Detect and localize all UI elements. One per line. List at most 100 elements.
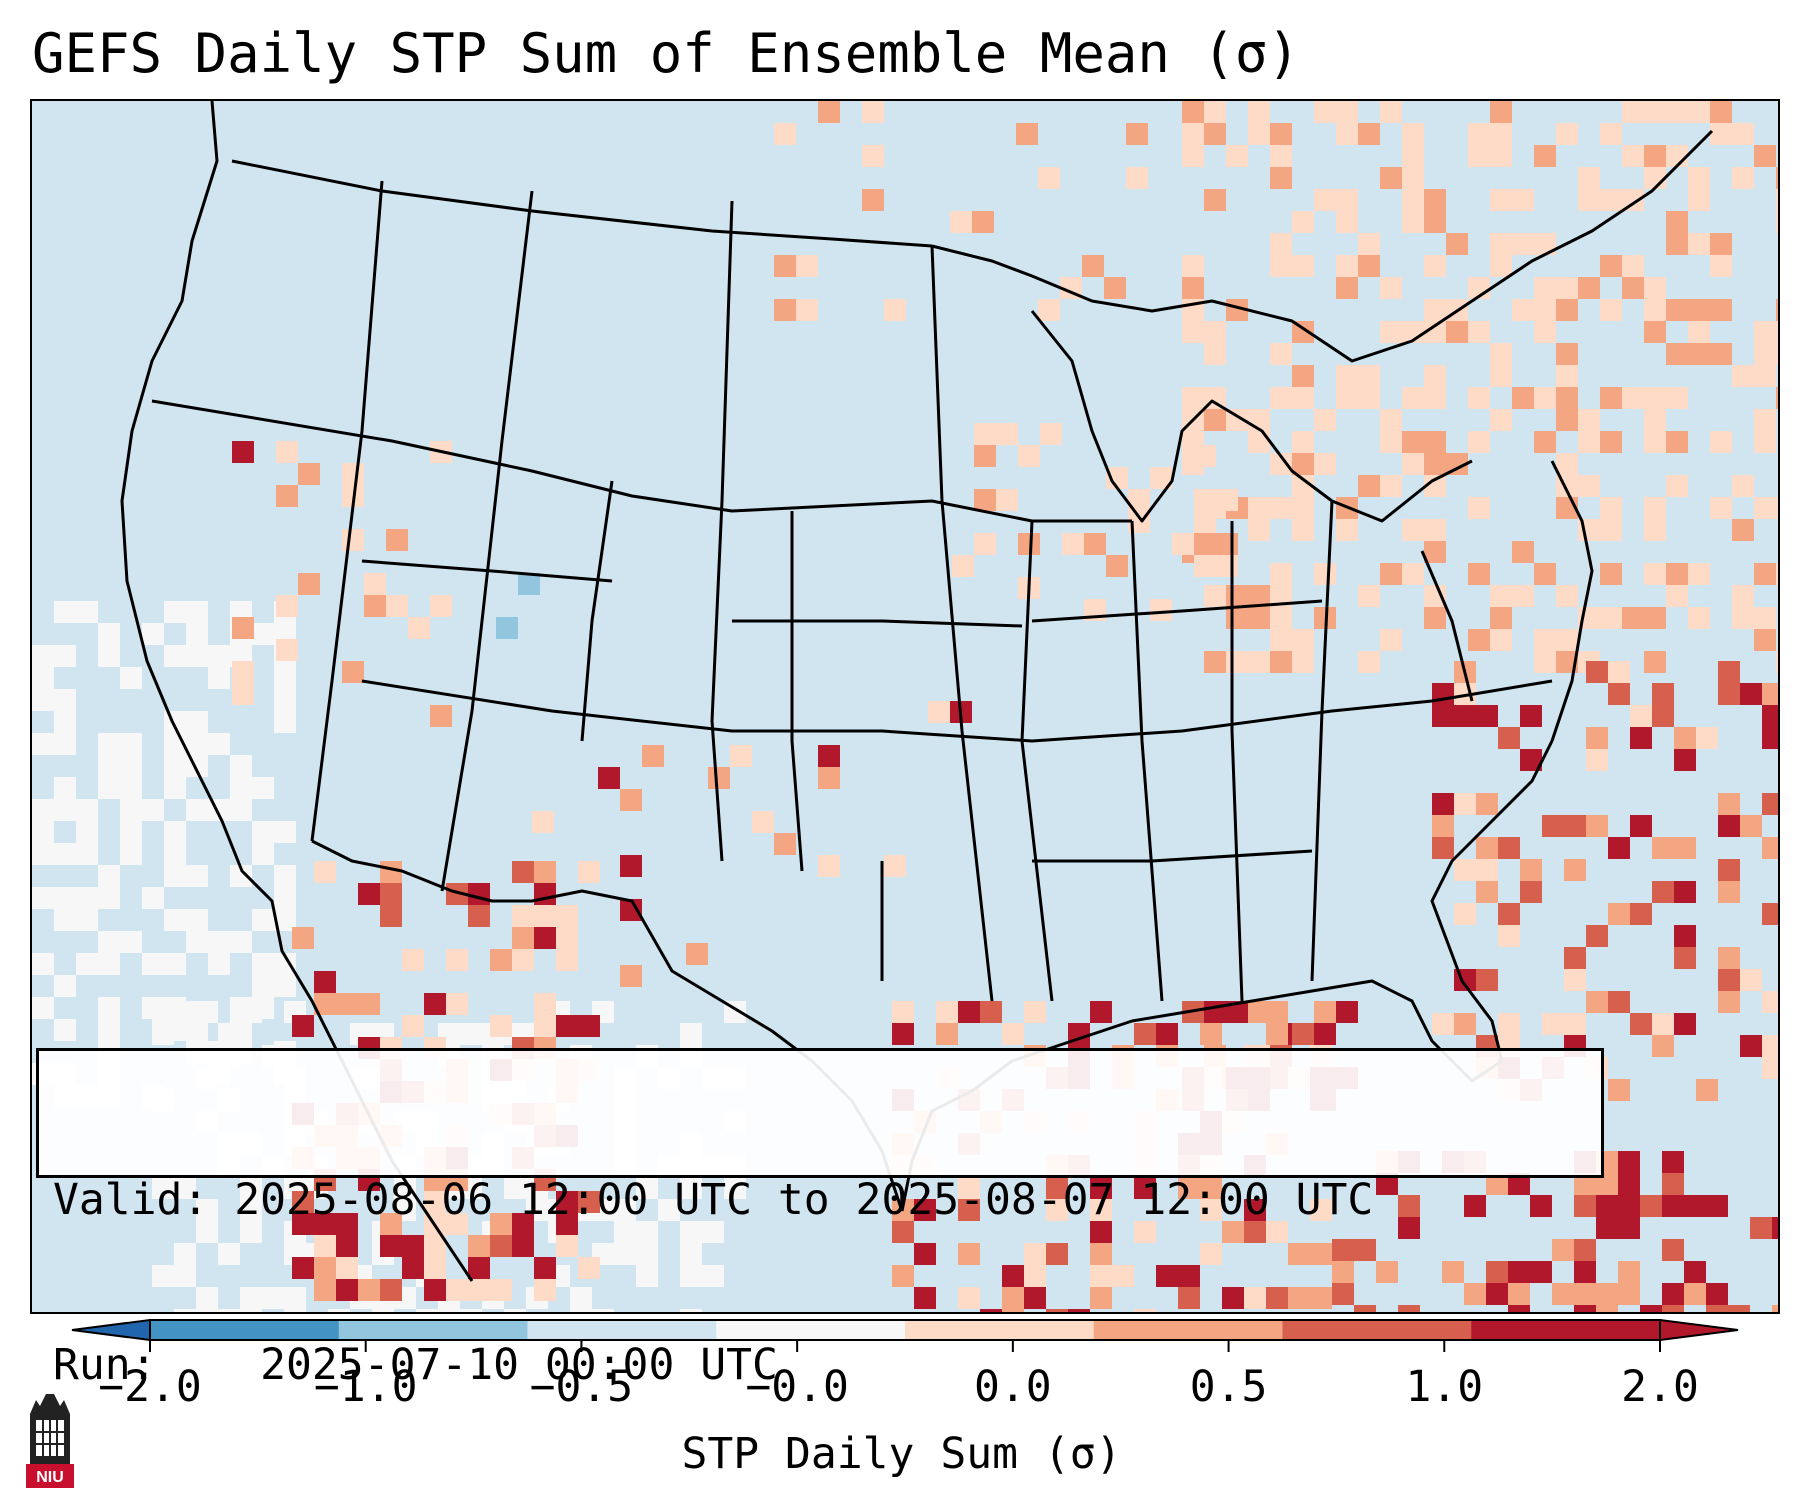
anomaly-cell: [928, 701, 950, 723]
anomaly-cell: [252, 953, 274, 975]
anomaly-cell: [1216, 489, 1238, 511]
anomaly-cell: [1630, 903, 1652, 925]
anomaly-cell: [1292, 431, 1314, 453]
anomaly-cell: [336, 1257, 358, 1279]
anomaly-cell: [1358, 365, 1380, 387]
anomaly-cell: [252, 821, 274, 843]
anomaly-cell: [1314, 453, 1336, 475]
anomaly-cell: [252, 975, 274, 997]
anomaly-cell: [1652, 705, 1674, 727]
anomaly-cell: [1402, 123, 1424, 145]
anomaly-cell: [1204, 1001, 1226, 1023]
anomaly-cell: [1674, 727, 1696, 749]
anomaly-cell: [402, 1235, 424, 1257]
anomaly-cell: [380, 883, 402, 905]
anomaly-cell: [1762, 683, 1778, 705]
anomaly-cell: [1266, 1023, 1288, 1045]
anomaly-cell: [958, 1243, 980, 1265]
anomaly-cell: [1002, 1309, 1024, 1312]
anomaly-cell: [328, 1309, 350, 1312]
anomaly-cell: [1380, 321, 1402, 343]
anomaly-cell: [1270, 167, 1292, 189]
anomaly-cell: [1556, 651, 1578, 673]
interior-border-3: [310, 180, 384, 842]
anomaly-cell: [142, 887, 164, 909]
anomaly-cell: [892, 1023, 914, 1045]
anomaly-cell: [152, 1001, 174, 1023]
colorbar-segment: [1282, 1320, 1472, 1340]
anomaly-cell: [32, 667, 54, 689]
anomaly-cell: [1644, 387, 1666, 409]
anomaly-cell: [1380, 277, 1402, 299]
anomaly-cell: [1270, 497, 1292, 519]
anomaly-cell: [1398, 1217, 1420, 1239]
anomaly-cell: [796, 299, 818, 321]
anomaly-cell: [1380, 563, 1402, 585]
anomaly-cell: [1600, 387, 1622, 409]
colorbar-under-triangle: [71, 1318, 151, 1342]
anomaly-cell: [342, 661, 364, 683]
anomaly-cell: [1332, 1261, 1354, 1283]
anomaly-cell: [1024, 1265, 1046, 1287]
anomaly-cell: [1776, 343, 1778, 365]
anomaly-cell: [1336, 189, 1358, 211]
anomaly-cell: [1128, 489, 1150, 511]
anomaly-cell: [164, 909, 186, 931]
anomaly-cell: [380, 861, 402, 883]
colorbar-outline: [149, 1319, 1661, 1341]
anomaly-cell: [614, 1221, 636, 1243]
anomaly-cell: [1706, 1305, 1728, 1312]
anomaly-cell: [1446, 453, 1468, 475]
anomaly-cell: [292, 927, 314, 949]
anomaly-cell: [1574, 1283, 1596, 1305]
anomaly-cell: [1134, 1309, 1156, 1312]
anomaly-cell: [208, 645, 230, 667]
anomaly-cell: [1402, 519, 1424, 541]
anomaly-cell: [186, 909, 208, 931]
interior-border-1: [151, 399, 1132, 523]
anomaly-cell: [164, 645, 186, 667]
anomaly-cell: [996, 489, 1018, 511]
anomaly-cell: [1600, 255, 1622, 277]
anomaly-cell: [680, 1243, 702, 1265]
anomaly-cell: [1556, 299, 1578, 321]
anomaly-cell: [142, 953, 164, 975]
anomaly-cell: [1508, 1173, 1530, 1195]
anomaly-cell: [1172, 533, 1194, 555]
anomaly-cell: [1732, 607, 1754, 629]
anomaly-cell: [1556, 409, 1578, 431]
anomaly-cell: [1200, 1243, 1222, 1265]
anomaly-cell: [1424, 475, 1446, 497]
anomaly-cell: [76, 601, 98, 623]
anomaly-cell: [1490, 101, 1512, 123]
anomaly-cell: [1574, 1195, 1596, 1217]
anomaly-cell: [1710, 123, 1732, 145]
anomaly-cell: [1710, 101, 1732, 123]
anomaly-cell: [1684, 1283, 1706, 1305]
anomaly-cell: [1314, 409, 1336, 431]
anomaly-cell: [636, 1177, 658, 1199]
colorbar-segment: [338, 1320, 528, 1340]
anomaly-cell: [446, 883, 468, 905]
validity-info-box: Valid: 2025-08-06 12:00 UTC to 2025-08-0…: [36, 1048, 1604, 1390]
anomaly-cell: [1666, 299, 1688, 321]
anomaly-cell: [98, 953, 120, 975]
anomaly-cell: [614, 1243, 636, 1265]
anomaly-cell: [292, 1015, 314, 1037]
east-coast-line: [1430, 460, 1594, 1062]
anomaly-cell: [1292, 629, 1314, 651]
anomaly-cell: [232, 617, 254, 639]
anomaly-cell: [1732, 167, 1754, 189]
anomaly-cell: [1556, 365, 1578, 387]
anomaly-cell: [174, 1243, 196, 1265]
anomaly-cell: [120, 777, 142, 799]
anomaly-cell: [240, 1177, 262, 1199]
anomaly-cell: [1314, 563, 1336, 585]
anomaly-cell: [496, 617, 518, 639]
anomaly-cell: [1200, 1199, 1222, 1221]
anomaly-cell: [1270, 563, 1292, 585]
anomaly-cell: [862, 189, 884, 211]
anomaly-cell: [774, 299, 796, 321]
anomaly-cell: [1684, 1261, 1706, 1283]
anomaly-cell: [1666, 101, 1688, 123]
